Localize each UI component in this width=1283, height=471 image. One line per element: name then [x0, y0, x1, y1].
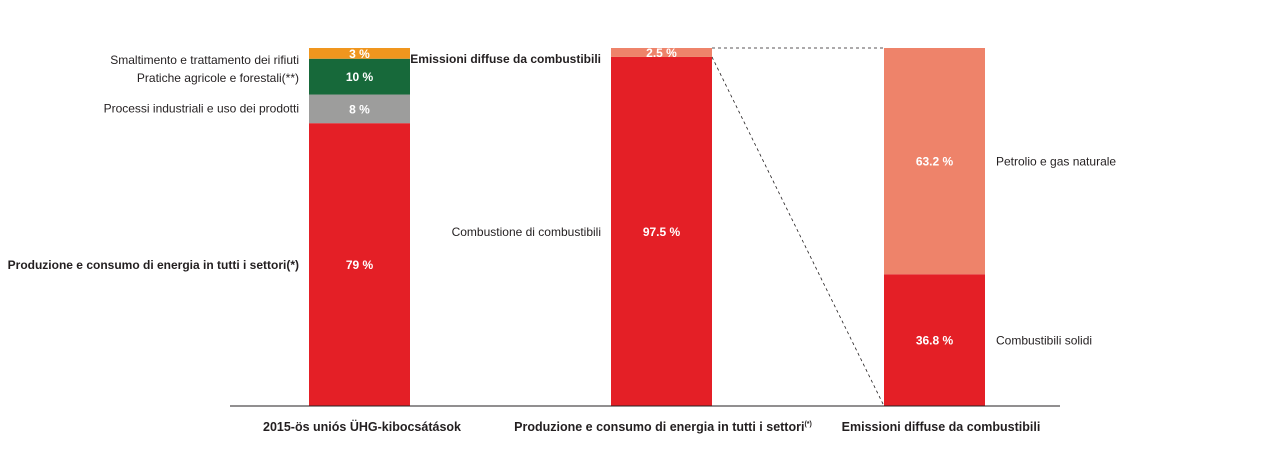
- value-label-energy-combustion: 97.5 %: [643, 225, 681, 239]
- connector-line-bottom: [711, 56, 885, 407]
- category-labels: 2015-ös uniós ÜHG-kibocsátások Produzione…: [263, 419, 1040, 434]
- value-label-ghg-industrial: 8 %: [349, 102, 370, 116]
- bar-segment-ghg-agriculture: [309, 58, 410, 95]
- category-label-fugitive: Emissioni diffuse da combustibili: [842, 420, 1041, 434]
- bar-segment-energy-fugitive: [611, 48, 712, 57]
- category-label-ghg: 2015-ös uniós ÜHG-kibocsátások: [263, 419, 461, 434]
- zoom-connector-lines: [711, 47, 885, 407]
- category-label-energy: Produzione e consumo di energia in tutti…: [514, 420, 812, 434]
- category-label-superscript: (*): [804, 421, 811, 428]
- bars-layer: [309, 48, 985, 407]
- segment-label-energy-combustion: Combustione di combustibili: [452, 225, 601, 239]
- segment-label-ghg-waste: Smaltimento e trattamento dei rifiuti: [110, 53, 299, 67]
- category-label-text: Emissioni diffuse da combustibili: [842, 420, 1041, 434]
- value-label-ghg-waste: 3 %: [349, 47, 370, 61]
- value-label-fugitive-solid: 36.8 %: [916, 334, 954, 348]
- segment-label-ghg-energy: Produzione e consumo di energia in tutti…: [8, 258, 299, 272]
- category-label-text: 2015-ös uniós ÜHG-kibocsátások: [263, 419, 461, 434]
- bar-segment-ghg-energy: [309, 123, 410, 407]
- bar-segment-fugitive-solid: [884, 274, 985, 406]
- segment-label-ghg-agriculture: Pratiche agricole e forestali(**): [137, 71, 299, 85]
- bar-segment-ghg-waste: [309, 48, 410, 59]
- segment-label-fugitive-solid: Combustibili solidi: [996, 334, 1092, 348]
- bar-segment-energy-combustion: [611, 56, 712, 406]
- bar-segment-fugitive-oil-gas: [884, 48, 985, 275]
- value-label-ghg-agriculture: 10 %: [346, 70, 374, 84]
- segment-label-energy-fugitive: Emissioni diffuse da combustibili: [410, 52, 601, 66]
- labels-layer: 79 % Produzione e consumo di energia in t…: [8, 46, 1117, 348]
- segment-label-ghg-industrial: Processi industriali e uso dei prodotti: [104, 101, 299, 115]
- segment-label-fugitive-oil-gas: Petrolio e gas naturale: [996, 155, 1116, 169]
- category-label-text: Produzione e consumo di energia in tutti…: [514, 420, 804, 434]
- value-label-ghg-energy: 79 %: [346, 258, 374, 272]
- value-label-fugitive-oil-gas: 63.2 %: [916, 155, 954, 169]
- bar-segment-ghg-industrial: [309, 94, 410, 124]
- value-label-energy-fugitive: 2.5 %: [646, 46, 677, 60]
